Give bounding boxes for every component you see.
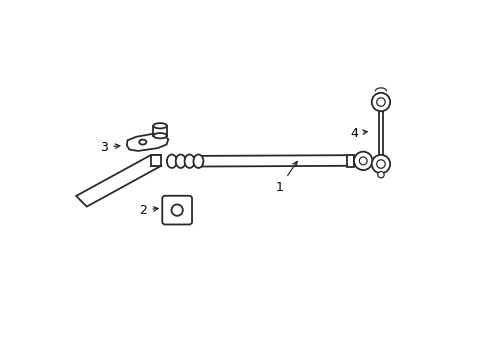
Circle shape	[371, 155, 389, 173]
Ellipse shape	[153, 133, 166, 138]
Ellipse shape	[175, 154, 185, 168]
Polygon shape	[76, 155, 161, 207]
Ellipse shape	[153, 123, 166, 129]
Circle shape	[359, 157, 366, 165]
Circle shape	[377, 171, 384, 178]
Ellipse shape	[184, 154, 194, 168]
FancyBboxPatch shape	[162, 196, 192, 225]
Text: 2: 2	[139, 204, 158, 217]
Circle shape	[371, 93, 389, 111]
Text: 4: 4	[350, 127, 366, 140]
Circle shape	[171, 204, 183, 216]
Text: 3: 3	[101, 141, 120, 154]
Polygon shape	[150, 155, 161, 166]
Ellipse shape	[193, 154, 203, 168]
Text: 1: 1	[275, 162, 297, 194]
Circle shape	[376, 160, 385, 168]
Polygon shape	[126, 134, 168, 151]
FancyBboxPatch shape	[346, 155, 354, 167]
Ellipse shape	[139, 140, 146, 145]
Circle shape	[376, 98, 385, 106]
Ellipse shape	[166, 154, 177, 168]
Circle shape	[353, 152, 372, 170]
